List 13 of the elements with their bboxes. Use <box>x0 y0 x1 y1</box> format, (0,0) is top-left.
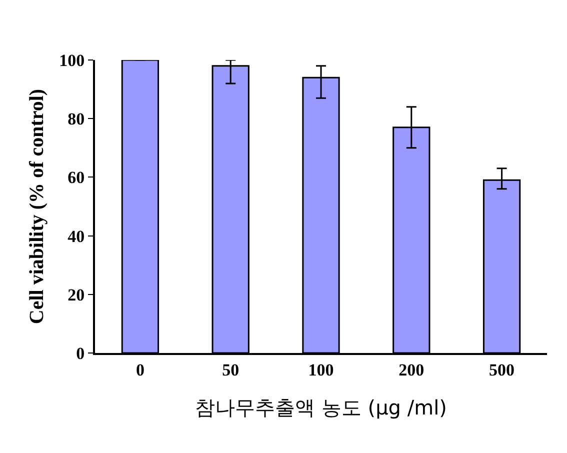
x-tick-label: 50 <box>222 360 240 380</box>
y-tick-label: 20 <box>68 285 85 304</box>
y-axis-title: Cell viability (% of control) <box>26 88 48 324</box>
x-tick-label: 500 <box>489 360 515 380</box>
x-axis-title: 참나무추출액 농도 (μg /ml) <box>195 395 447 420</box>
y-tick-label: 100 <box>59 50 85 70</box>
x-tick-label: 0 <box>136 360 144 380</box>
y-tick-label: 0 <box>76 344 85 363</box>
y-tick-label: 60 <box>68 168 85 188</box>
y-tick-label: 80 <box>68 110 85 129</box>
x-tick-label: 200 <box>398 360 424 380</box>
x-tick-label: 100 <box>308 360 334 380</box>
y-tick-label: 40 <box>68 226 85 246</box>
